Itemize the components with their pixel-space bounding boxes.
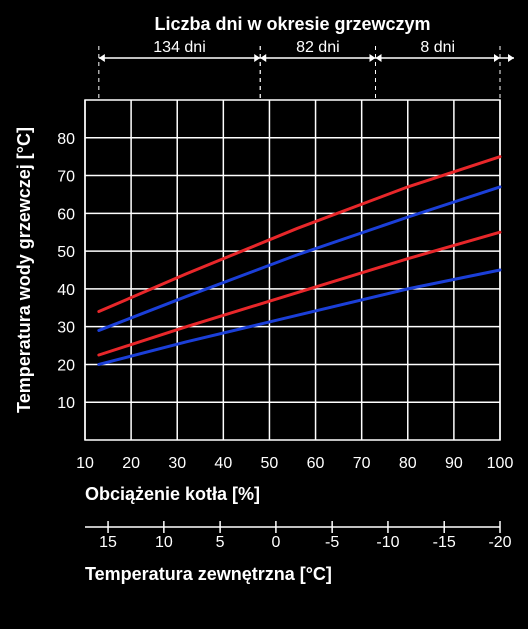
chart-container: 1020304050607080Temperatura wody grzewcz… — [0, 0, 528, 624]
segment-label: 8 dni — [420, 39, 455, 56]
arrowhead-left-icon — [99, 54, 105, 62]
x2-tick-label: -20 — [488, 534, 511, 551]
x2-tick-label: -5 — [325, 534, 339, 551]
arrowhead-left-icon — [376, 54, 382, 62]
x2-tick-label: -10 — [376, 534, 399, 551]
arrowhead-right-icon — [370, 54, 376, 62]
x1-tick-label: 10 — [76, 455, 94, 472]
x2-tick-label: 10 — [155, 534, 173, 551]
top-header-label: Liczba dni w okresie grzewczym — [154, 14, 430, 34]
y-axis-label: Temperatura wody grzewczej [°C] — [14, 127, 34, 413]
plot-border — [85, 100, 500, 440]
x1-tick-label: 70 — [353, 455, 371, 472]
arrowhead-right-icon — [254, 54, 260, 62]
x2-tick-label: 15 — [99, 534, 117, 551]
x1-tick-label: 30 — [168, 455, 186, 472]
x1-tick-label: 50 — [261, 455, 279, 472]
x1-tick-label: 60 — [307, 455, 325, 472]
segment-label: 82 dni — [296, 39, 340, 56]
x2-tick-label: 0 — [271, 534, 280, 551]
y-tick-label: 70 — [57, 169, 75, 186]
series-blue-upper — [99, 187, 500, 331]
y-tick-label: 10 — [57, 395, 75, 412]
arrowhead-right-icon — [508, 54, 514, 62]
y-tick-label: 50 — [57, 244, 75, 261]
arrowhead-left-icon — [260, 54, 266, 62]
x2-tick-label: -15 — [433, 534, 456, 551]
y-tick-label: 20 — [57, 357, 75, 374]
x1-axis-label: Obciążenie kotła [%] — [85, 484, 260, 504]
x1-tick-label: 20 — [122, 455, 140, 472]
y-tick-label: 60 — [57, 206, 75, 223]
x2-axis-label: Temperatura zewnętrzna [°C] — [85, 564, 332, 584]
x1-tick-label: 100 — [487, 455, 514, 472]
y-tick-label: 80 — [57, 131, 75, 148]
x1-tick-label: 40 — [214, 455, 232, 472]
x1-tick-label: 90 — [445, 455, 463, 472]
x1-tick-label: 80 — [399, 455, 417, 472]
y-tick-label: 40 — [57, 282, 75, 299]
y-tick-label: 30 — [57, 320, 75, 337]
arrowhead-right-icon — [494, 54, 500, 62]
chart-svg: 1020304050607080Temperatura wody grzewcz… — [0, 0, 528, 624]
x2-tick-label: 5 — [216, 534, 225, 551]
segment-label: 134 dni — [153, 39, 206, 56]
